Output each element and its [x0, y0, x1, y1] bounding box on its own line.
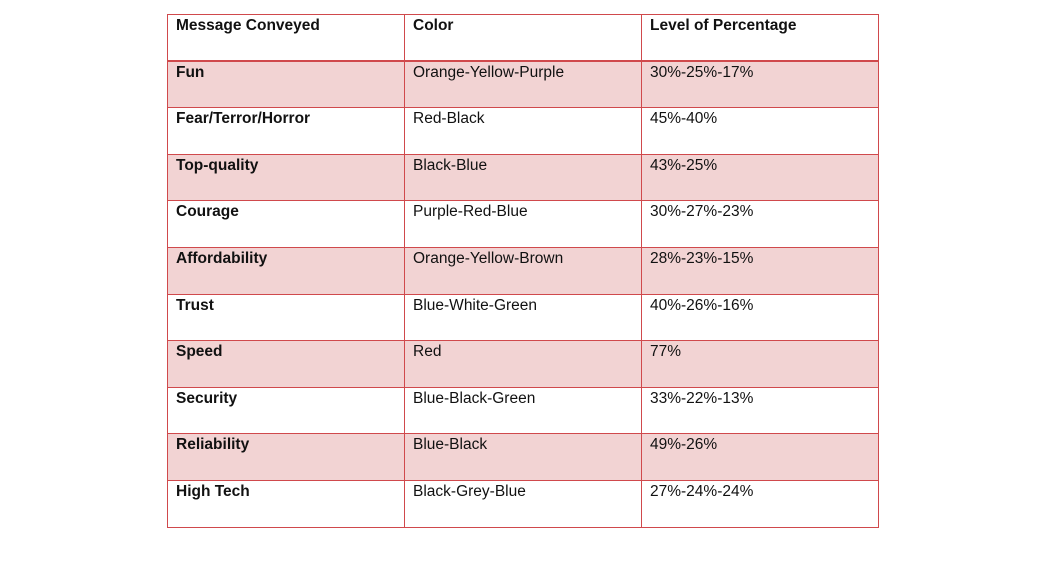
table-cell: 43%-25% [641, 153, 879, 202]
header-cell: Message Conveyed [167, 14, 405, 63]
table-row: Reliability Blue-Black 49%-26% [167, 433, 879, 481]
table-cell: Black-Grey-Blue [404, 479, 642, 528]
color-message-table: Message Conveyed Color Level of Percentage… [167, 14, 879, 528]
table-cell: Black-Blue [404, 153, 642, 202]
table-row: Trust Blue-White-Green 40%-26%-16% [167, 293, 879, 342]
table-cell: Orange-Yellow-Brown [404, 246, 642, 295]
table-cell: High Tech [167, 479, 405, 528]
header-cell: Level of Percentage [641, 14, 879, 63]
table-header: Message Conveyed Color Level of Percentage [167, 14, 879, 63]
table-cell: Red [404, 340, 642, 388]
table-cell: Trust [167, 293, 405, 342]
header-cell: Color [404, 14, 642, 63]
table-cell: Speed [167, 340, 405, 388]
table-cell: 40%-26%-16% [641, 293, 879, 342]
table-cell: Affordability [167, 246, 405, 295]
table-cell: 77% [641, 340, 879, 388]
table-cell: 28%-23%-15% [641, 246, 879, 295]
table-cell: Purple-Red-Blue [404, 200, 642, 248]
table-row: Affordability Orange-Yellow-Brown 28%-23%-… [167, 246, 879, 295]
table-row: Top-quality Black-Blue 43%-25% [167, 153, 879, 202]
table-cell: 45%-40% [641, 107, 879, 155]
table-cell: Courage [167, 200, 405, 248]
table-row: Fear/Terror/Horror Red-Black 45%-40% [167, 107, 879, 155]
table-cell: Blue-White-Green [404, 293, 642, 342]
table-cell: Fun [167, 60, 405, 109]
table-cell: 49%-26% [641, 433, 879, 481]
table-cell: Blue-Black-Green [404, 386, 642, 435]
table-cell: Red-Black [404, 107, 642, 155]
table-cell: 27%-24%-24% [641, 479, 879, 528]
table-body: Fun Orange-Yellow-Purple 30%-25%-17% Fear/T… [167, 60, 879, 528]
table-cell: 30%-25%-17% [641, 60, 879, 109]
table-cell: Orange-Yellow-Purple [404, 60, 642, 109]
table-row: High Tech Black-Grey-Blue 27%-24%-24% [167, 479, 879, 528]
table-cell: Blue-Black [404, 433, 642, 481]
table-cell: Security [167, 386, 405, 435]
table-row: Fun Orange-Yellow-Purple 30%-25%-17% [167, 60, 879, 109]
table-cell: Top-quality [167, 153, 405, 202]
table-row: Speed Red 77% [167, 340, 879, 388]
table-row: Security Blue-Black-Green 33%-22%-13% [167, 386, 879, 435]
table-cell: 33%-22%-13% [641, 386, 879, 435]
table-cell: Reliability [167, 433, 405, 481]
table-cell: Fear/Terror/Horror [167, 107, 405, 155]
table-row: Courage Purple-Red-Blue 30%-27%-23% [167, 200, 879, 248]
header-row: Message Conveyed Color Level of Percentage [167, 14, 879, 63]
table-cell: 30%-27%-23% [641, 200, 879, 248]
